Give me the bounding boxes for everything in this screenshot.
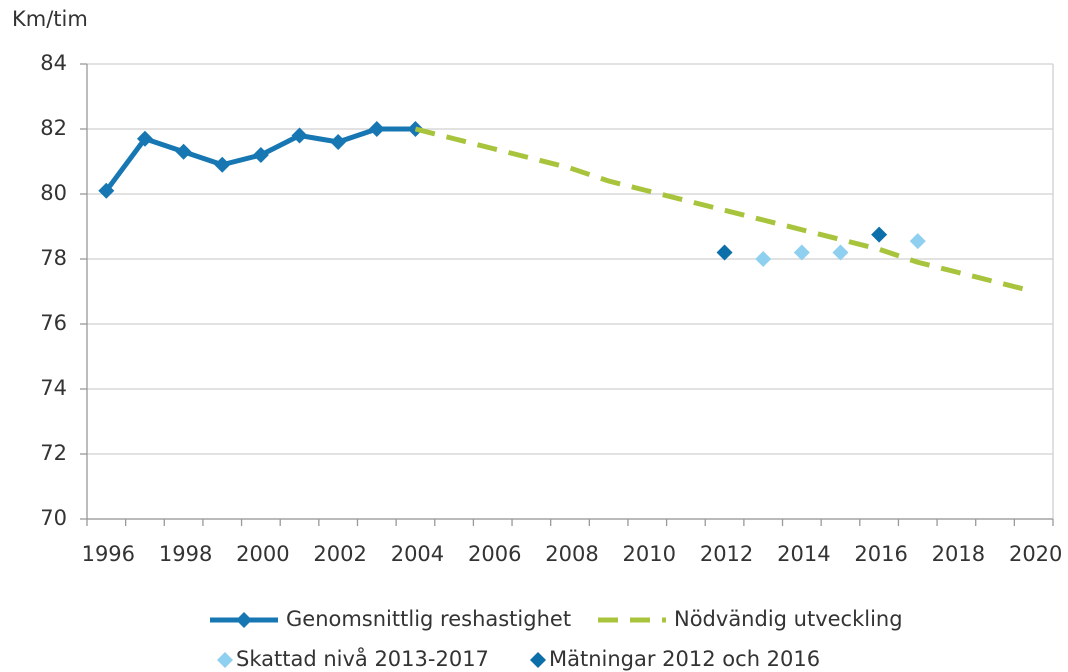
marker	[330, 134, 347, 150]
y-tick-label: 82	[40, 116, 67, 140]
y-tick-label: 74	[40, 376, 67, 400]
marker	[793, 244, 810, 261]
marker	[98, 182, 115, 199]
x-tick-label: 2004	[391, 542, 444, 566]
x-tick-label: 2020	[1009, 542, 1062, 566]
series-line	[414, 126, 1035, 294]
marker	[716, 244, 733, 261]
x-tick-label: 2002	[313, 542, 366, 566]
y-tick-label: 76	[40, 311, 67, 335]
y-tick-label: 70	[40, 506, 67, 530]
marker	[136, 130, 153, 147]
y-tick-label: 80	[40, 181, 67, 205]
x-tick-label: 2016	[854, 542, 907, 566]
x-tick-label: 2012	[700, 542, 753, 566]
legend-marker	[236, 612, 252, 628]
marker	[407, 121, 424, 137]
marker	[252, 147, 269, 163]
legend-label: Mätningar 2012 och 2016	[549, 647, 820, 671]
legend-marker	[217, 652, 233, 668]
x-tick-label: 2006	[468, 542, 521, 566]
legend-label: Genomsnittlig reshastighet	[286, 607, 571, 631]
x-tick-label: 1996	[82, 542, 135, 566]
marker	[871, 226, 888, 243]
x-tick-label: 2000	[236, 542, 289, 566]
x-tick-label: 2018	[932, 542, 985, 566]
x-tick-label: 2014	[777, 542, 830, 566]
marker	[755, 251, 772, 267]
legend-marker	[530, 652, 546, 668]
marker	[175, 143, 192, 160]
marker	[291, 127, 308, 144]
legend-label: Nödvändig utveckling	[674, 607, 903, 631]
x-tick-label: 2010	[623, 542, 676, 566]
y-axis-label: Km/tim	[12, 7, 88, 31]
y-tick-label: 78	[40, 246, 67, 270]
y-tick-label: 72	[40, 441, 67, 465]
marker	[909, 233, 926, 250]
x-tick-label: 1998	[159, 542, 212, 566]
legend-label: Skattad nivå 2013-2017	[236, 646, 489, 671]
y-tick-label: 84	[40, 51, 67, 75]
marker	[214, 156, 231, 173]
marker	[832, 244, 849, 261]
x-tick-label: 2008	[545, 542, 598, 566]
marker	[368, 121, 385, 137]
